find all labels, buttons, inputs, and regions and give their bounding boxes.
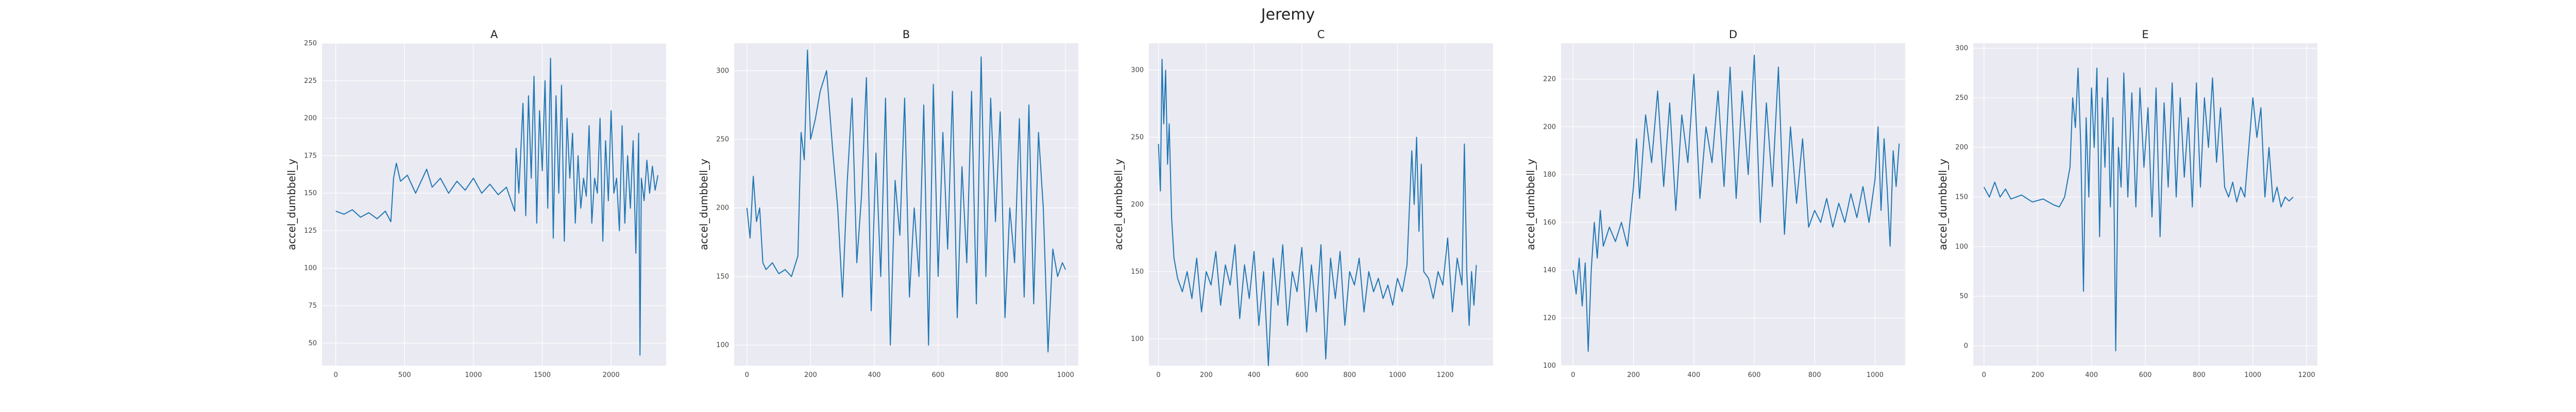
y-tick-label: 160 (1543, 219, 1556, 227)
x-tick-label: 800 (1808, 371, 1821, 379)
y-tick-label: 200 (1955, 144, 1968, 151)
x-tick-label: 200 (2031, 371, 2044, 379)
y-tick-label: 125 (304, 227, 317, 235)
x-tick-label: 0 (745, 371, 749, 379)
x-tick-label: 1200 (2298, 371, 2315, 379)
y-tick-label: 250 (716, 135, 729, 143)
panel-a: 0 500 1000 1500 2000 50 75 100 125 150 175 200 225 25… (285, 28, 666, 379)
x-tick-label: 2000 (603, 371, 620, 379)
x-tick-label: 1000 (1057, 371, 1074, 379)
plot-area (734, 43, 1078, 366)
x-tick-label: 0 (1982, 371, 1986, 379)
y-tick-label: 100 (1955, 243, 1968, 251)
y-tick-label: 175 (304, 152, 317, 160)
panel-c: 0 200 400 600 800 1000 1200 100 150 200 250 300 Cacc… (1112, 28, 1493, 379)
x-tick-label: 400 (1248, 371, 1261, 379)
y-tick-label: 220 (1543, 76, 1556, 83)
x-tick-label: 0 (1571, 371, 1575, 379)
x-tick-label: 800 (1343, 371, 1356, 379)
panel-d: 0 200 400 600 800 1000 100 120 140 160 180 200 220 Da… (1524, 28, 1905, 379)
x-tick-label: 1000 (2244, 371, 2261, 379)
y-tick-label: 150 (1131, 268, 1144, 276)
x-tick-label: 400 (2085, 371, 2098, 379)
y-tick-label: 0 (1964, 342, 1968, 350)
panel-b: 0 200 400 600 800 1000 100 150 200 250 300 Baccel_d… (698, 28, 1078, 379)
y-axis-label: accel_dumbbell_y (285, 159, 298, 250)
y-axis-label: accel_dumbbell_y (1524, 159, 1537, 250)
figure-title: Jeremy (1260, 6, 1315, 24)
x-tick-label: 200 (1627, 371, 1640, 379)
y-tick-label: 225 (304, 77, 317, 85)
x-tick-label: 400 (1687, 371, 1700, 379)
y-axis-label: accel_dumbbell_y (698, 159, 710, 250)
x-tick-label: 1200 (1437, 371, 1454, 379)
x-tick-label: 600 (2139, 371, 2152, 379)
series-line (1572, 55, 1900, 352)
x-tick-label: 600 (1295, 371, 1308, 379)
y-tick-label: 300 (1955, 45, 1968, 53)
x-tick-label: 800 (995, 371, 1008, 379)
x-tick-label: 800 (2193, 371, 2206, 379)
panel-e: 0 200 400 600 800 1000 1200 0 50 100 150 200 250 300 E… (1937, 28, 2317, 379)
y-tick-label: 180 (1543, 171, 1556, 179)
y-tick-label: 150 (716, 273, 729, 281)
y-tick-label: 300 (1131, 66, 1144, 74)
series-line (335, 58, 658, 356)
y-axis-label: accel_dumbbell_y (1937, 159, 1949, 250)
panel-title: D (1729, 28, 1737, 41)
x-tick-label: 0 (334, 371, 338, 379)
x-tick-label: 200 (1200, 371, 1213, 379)
y-tick-label: 250 (1131, 134, 1144, 142)
series-line (746, 49, 1066, 353)
y-tick-label: 100 (716, 341, 729, 349)
y-tick-label: 200 (716, 204, 729, 212)
x-tick-label: 500 (398, 371, 411, 379)
x-tick-label: 200 (804, 371, 817, 379)
plot-area (322, 43, 666, 366)
panel-title: B (903, 28, 910, 41)
x-tick-label: 600 (931, 371, 944, 379)
series-line (1984, 67, 2294, 352)
y-axis-label: accel_dumbbell_y (1112, 159, 1125, 250)
y-tick-label: 200 (304, 115, 317, 123)
x-tick-label: 1000 (465, 371, 482, 379)
y-tick-label: 150 (304, 190, 317, 197)
y-tick-label: 50 (308, 339, 317, 347)
panel-title: A (490, 28, 498, 41)
x-tick-label: 1000 (1389, 371, 1406, 379)
y-tick-label: 140 (1543, 267, 1556, 274)
x-tick-label: 400 (868, 371, 881, 379)
plot-area (1561, 43, 1905, 366)
x-tick-label: 0 (1156, 371, 1160, 379)
y-tick-label: 75 (308, 302, 317, 310)
y-tick-label: 50 (1959, 293, 1968, 300)
x-tick-label: 1500 (534, 371, 551, 379)
y-tick-label: 150 (1955, 194, 1968, 201)
y-tick-label: 250 (304, 40, 317, 47)
y-tick-label: 100 (1543, 362, 1556, 370)
series-line (1158, 59, 1477, 366)
panel-title: C (1317, 28, 1325, 41)
y-tick-label: 120 (1543, 314, 1556, 322)
y-tick-label: 250 (1955, 94, 1968, 102)
y-tick-label: 100 (1131, 335, 1144, 343)
y-tick-label: 200 (1543, 123, 1556, 131)
panel-title: E (2142, 28, 2148, 41)
x-tick-label: 600 (1748, 371, 1761, 379)
y-tick-label: 100 (304, 265, 317, 272)
x-tick-label: 1000 (1867, 371, 1884, 379)
y-tick-label: 200 (1131, 201, 1144, 209)
y-tick-label: 300 (716, 67, 729, 75)
